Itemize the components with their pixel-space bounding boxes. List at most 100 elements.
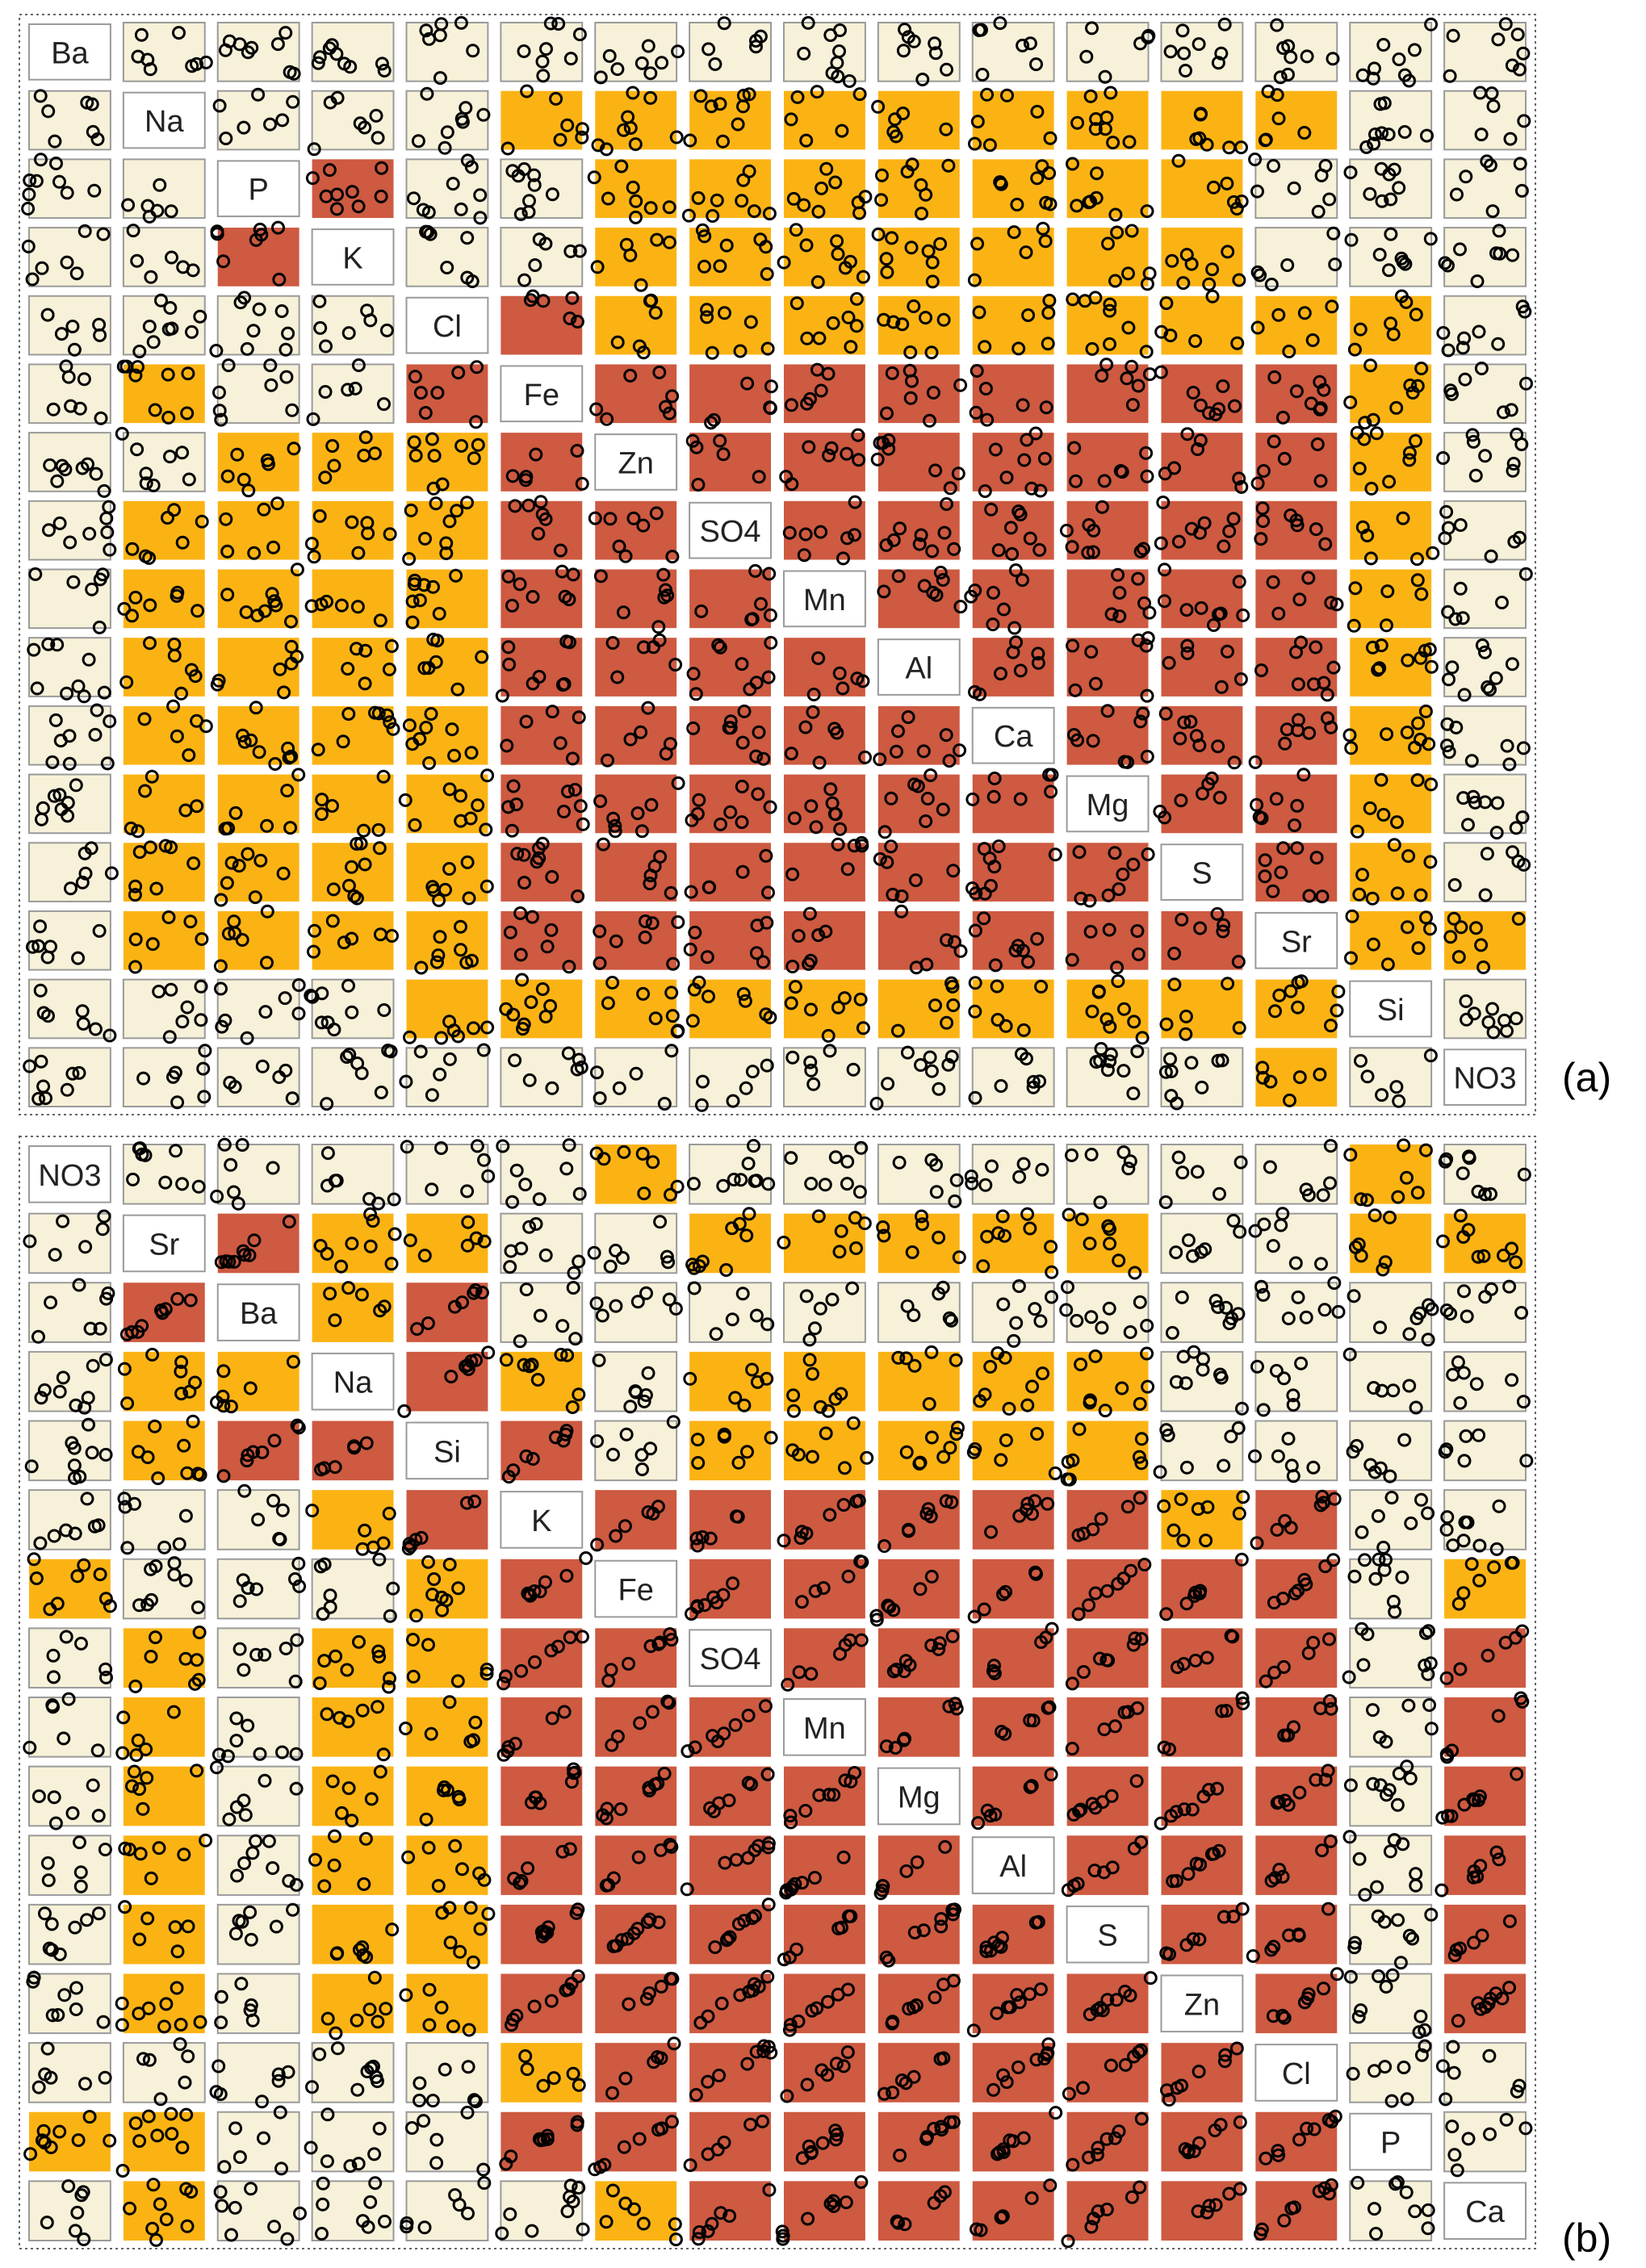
scatter-marker [1263, 1160, 1277, 1174]
scatter-marker [815, 2063, 829, 2078]
scatter-marker [244, 733, 258, 747]
scatter-marker [1179, 1027, 1193, 1041]
scatter-marker [1106, 136, 1120, 150]
scatter-marker [116, 1710, 131, 1725]
scatter-marker [760, 1058, 774, 1073]
diagonal-label-box [1443, 2182, 1527, 2240]
scatter-marker [174, 1387, 189, 1401]
diagonal-label-box [122, 1214, 206, 1273]
scatter-marker [937, 525, 952, 540]
scatter-marker [514, 1663, 529, 1678]
scatter-marker [263, 358, 278, 373]
scatter-marker [980, 1229, 995, 1244]
scatter-marker [828, 2124, 843, 2138]
scatter-marker [372, 2121, 387, 2136]
scatter-marker [503, 1260, 517, 1274]
scatter-marker [708, 1940, 722, 1954]
scatter-marker [1201, 776, 1216, 791]
scatter-marker [662, 200, 676, 215]
scatter-marker [983, 1359, 998, 1374]
scatter-marker [967, 273, 982, 287]
scatter-marker [545, 1081, 559, 1095]
matrix-cell-P-Mg [1066, 159, 1149, 219]
scatter-marker [387, 1227, 402, 1241]
scatter-marker [367, 2147, 382, 2161]
scatter-marker [947, 542, 961, 556]
scatter-marker [1012, 1170, 1027, 1184]
scatter-marker [31, 2080, 46, 2094]
scatter-marker [498, 1669, 513, 1684]
scatter-marker [384, 639, 399, 653]
scatter-marker [135, 1319, 149, 1333]
scatter-marker [132, 1782, 147, 1796]
scatter-marker [98, 1447, 113, 1462]
scatter-marker [78, 2077, 92, 2091]
scatter-marker [849, 1241, 863, 1255]
scatter-marker [1008, 563, 1023, 577]
scatter-marker [562, 960, 576, 974]
scatter-marker [1187, 1345, 1201, 1359]
scatter-marker [1306, 1460, 1321, 1475]
scatter-marker [1424, 1722, 1439, 1736]
scatter-marker [785, 1050, 800, 1065]
scatter-marker [597, 2157, 612, 2172]
scatter-marker [1397, 125, 1412, 139]
scatter-marker [1021, 308, 1036, 322]
scatter-marker [1220, 176, 1234, 190]
scatter-marker [230, 1868, 245, 1883]
scatter-marker [1011, 2060, 1025, 2074]
scatter-marker [1486, 1025, 1501, 1040]
scatter-marker [1133, 1295, 1147, 1309]
scatter-marker [593, 956, 607, 970]
scatter-marker [610, 335, 625, 349]
scatter-marker [177, 1438, 191, 1453]
matrix-cell-Mn-Sr [123, 1697, 205, 1757]
scatter-marker [451, 366, 466, 380]
scatter-marker [463, 1901, 478, 1915]
scatter-marker [266, 1493, 281, 1508]
scatter-marker [572, 1186, 587, 1201]
scatter-marker [351, 546, 366, 560]
scatter-marker [1165, 253, 1179, 268]
scatter-marker [50, 474, 65, 488]
scatter-marker [284, 614, 298, 629]
scatter-marker [966, 1445, 981, 1459]
scatter-marker [579, 1551, 593, 1565]
scatter-marker [1016, 2131, 1031, 2145]
scatter-marker [469, 415, 484, 429]
scatter-marker [924, 768, 938, 782]
scatter-marker [741, 1709, 756, 1722]
scatter-marker [822, 448, 836, 462]
scatter-marker [1174, 1492, 1188, 1506]
scatter-marker [858, 190, 873, 204]
scatter-marker [213, 2087, 228, 2102]
scatter-marker [214, 1990, 228, 2004]
scatter-marker [1516, 741, 1531, 755]
scatter-marker [36, 2133, 49, 2148]
scatter-marker [1390, 886, 1405, 901]
scatter-marker [880, 855, 894, 869]
scatter-marker [1487, 1560, 1502, 1575]
scatter-marker [645, 916, 660, 931]
matrix-cell-Na-Ba [28, 90, 111, 151]
scatter-marker [738, 994, 752, 1008]
scatter-marker [836, 681, 850, 696]
scatter-marker [654, 2051, 668, 2065]
scatter-marker [903, 391, 918, 405]
scatter-marker [805, 1450, 819, 1464]
matrix-cell-Ba-Si [1349, 22, 1433, 82]
scatter-marker [991, 543, 1006, 558]
scatter-marker [1059, 1303, 1074, 1317]
scatter-marker [1166, 1874, 1180, 1889]
scatter-marker [544, 1994, 559, 2008]
scatter-marker [1084, 2220, 1099, 2234]
scatter-marker [664, 985, 679, 1000]
scatter-marker [880, 406, 894, 421]
scatter-marker [471, 798, 485, 813]
scatter-marker [1294, 974, 1309, 989]
scatter-marker [687, 1261, 702, 1275]
scatter-marker [549, 1430, 563, 1445]
scatter-marker [138, 784, 153, 798]
scatter-marker [860, 1450, 874, 1465]
scatter-marker [905, 374, 919, 388]
